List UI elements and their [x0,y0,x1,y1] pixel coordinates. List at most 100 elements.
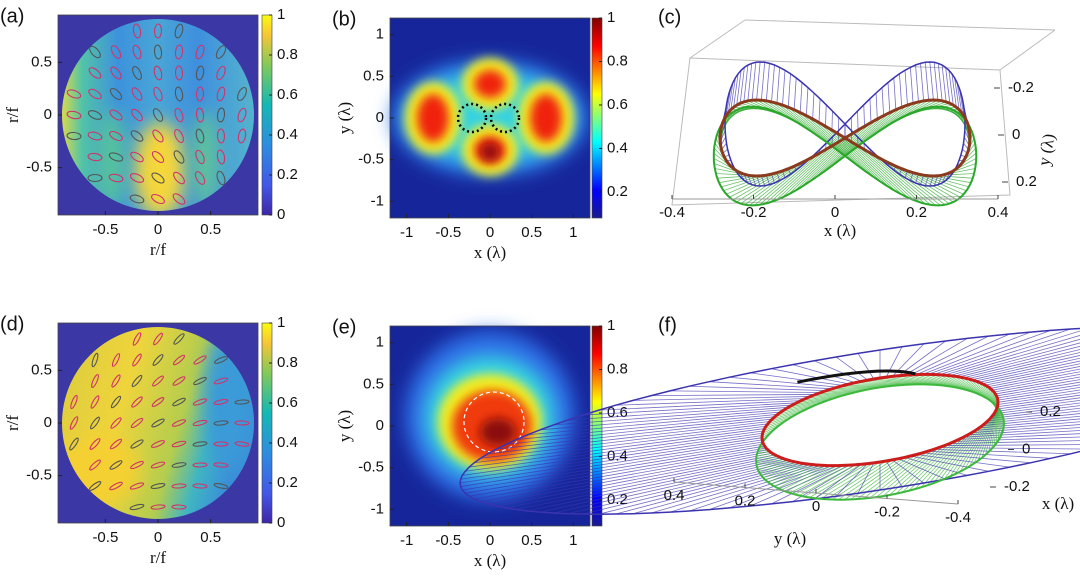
colorbar [591,325,603,527]
x-tick-label: 0.2 [906,204,927,221]
hatch [764,149,826,205]
polarization [172,376,186,386]
hatch [951,73,957,108]
hatch [857,353,875,380]
hatch [772,409,805,420]
y-tick-label: 0.2 [1040,403,1061,420]
panel-label: (a) [0,5,24,27]
polarization [237,128,247,144]
polarization [108,152,124,162]
polarization [152,129,164,143]
polarization [90,416,100,430]
hatch [938,330,1080,376]
hatch [916,454,1010,468]
y-tick-label: 0.2 [1016,173,1037,190]
hatch [474,425,767,464]
hatch [771,464,850,505]
hatch [922,452,1031,464]
y-tick-label: 0 [376,417,384,434]
hatch [765,63,770,101]
y-tick-label: -0.5 [26,159,52,176]
hatch [910,455,989,472]
x-tick-label: 0 [154,221,162,238]
hatch [480,449,768,502]
hatch [771,65,775,102]
colorbar-label: 0.8 [277,354,298,371]
hatch [864,149,926,205]
hatch [777,404,816,415]
hatch [954,77,960,110]
hatch [582,461,797,515]
y-tick-label: 0 [1012,126,1020,143]
colorbar-label: 0.2 [277,474,298,491]
y-tick-label: 1 [376,334,384,351]
y-tick-label: -0.2 [1004,478,1030,495]
hatch [669,464,822,513]
hatch [780,402,822,413]
hatch [765,175,770,185]
polarization [152,354,164,366]
hatch [762,462,802,479]
hatch [996,381,1080,397]
hatch [997,392,1080,405]
hatch [721,175,762,188]
x-tick-label: -0.5 [92,221,118,238]
x-tick-label: 0.5 [521,224,542,241]
hatch [598,462,802,515]
hatch [920,175,925,185]
x-tick-label: 0.5 [200,221,221,238]
hatch [749,160,807,206]
polarization [109,438,123,450]
polarization [173,333,185,345]
hatch [516,413,778,440]
hatch [924,62,930,101]
polarization [151,397,165,407]
hatch [944,106,968,123]
hatch [838,458,899,501]
center-curve [718,98,972,178]
hatch [805,87,809,116]
y-tick-label: 0 [376,109,384,126]
hatch [809,463,868,498]
hatch [812,118,877,179]
hatch [898,340,946,377]
polarization [216,65,226,81]
hatch [615,398,806,406]
y-tick-label: 0.5 [31,53,52,70]
polarization [109,481,123,491]
polarization [132,353,142,367]
y-tick-label: 0.5 [363,67,384,84]
polarization [110,395,122,409]
polarization [234,399,250,405]
hatch [995,379,1080,395]
hatch [469,428,765,468]
hatch [516,455,778,510]
x-tick-label: 0.5 [521,532,542,549]
hatch [927,330,1051,375]
polarization [194,171,206,185]
hatch [787,73,791,108]
hatch [774,464,822,487]
hatch [806,115,870,175]
hatch [992,405,1080,417]
polarization [70,394,78,410]
polarization [171,504,187,510]
hatch [709,465,833,510]
hatch [978,360,1080,383]
hatch [777,465,827,489]
polarization [195,86,205,102]
hatch [990,407,1080,419]
polarization [91,374,99,388]
hatch [459,437,763,484]
ring [489,102,521,134]
hatch [987,410,1080,422]
hatch [814,462,875,499]
polarization [153,86,163,102]
hatch [922,331,1031,375]
polarization [213,420,229,426]
y-tick-label: -1 [371,500,384,517]
hatch [995,399,1080,412]
lobe [474,70,506,98]
hatch [929,61,934,101]
panel-label: (b) [332,8,356,30]
